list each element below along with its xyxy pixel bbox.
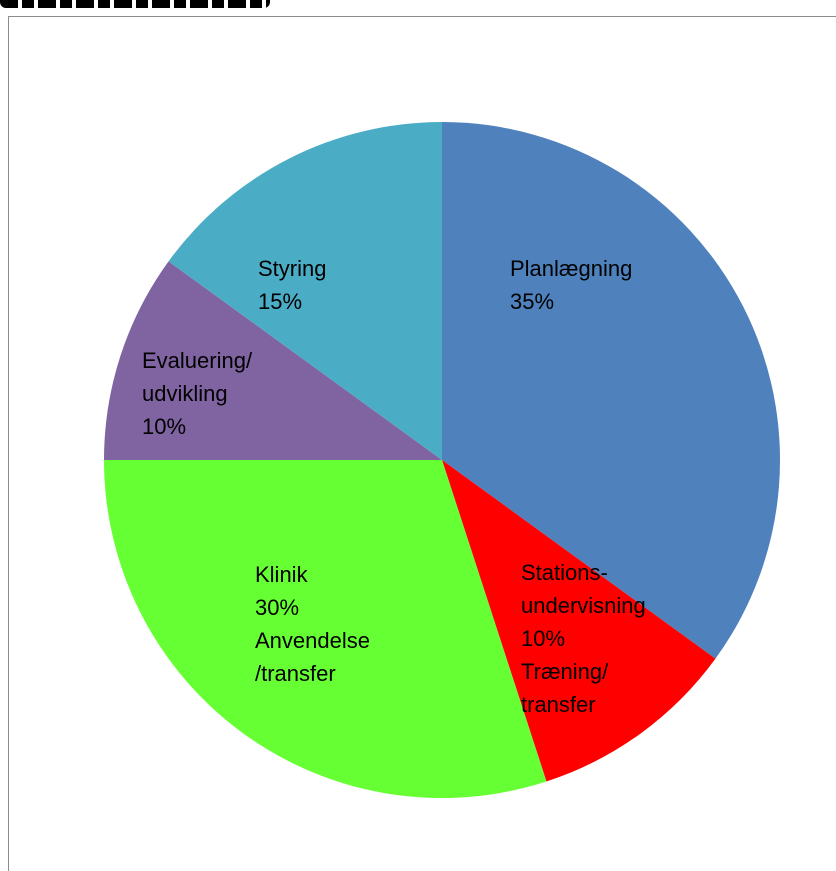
slice-label-line: Planlægning [510, 256, 632, 281]
slice-label-line: 15% [258, 289, 302, 314]
slice-label-line: Evaluering/ [142, 348, 253, 373]
slice-label-line: Anvendelse [255, 628, 370, 653]
page-heading-fragment [0, 0, 836, 16]
slice-label-0: Planlægning 35% [510, 256, 632, 314]
slice-label-line: udvikling [142, 381, 228, 406]
pie-slice-4 [168, 121, 443, 460]
slice-label-line: 10% [521, 626, 565, 651]
slice-label-4: Styring 15% [258, 256, 326, 314]
slice-label-line: Træning/ [521, 659, 609, 684]
slice-label-line: 35% [510, 289, 554, 314]
pie-slice-2 [104, 460, 547, 799]
slice-label-line: Klinik [255, 562, 309, 587]
pie-slices [104, 121, 781, 799]
slice-label-2: Klinik 30% Anvendelse/transfer [255, 562, 370, 686]
pie-slice-1 [442, 460, 716, 782]
pie-slice-0 [442, 122, 781, 659]
slice-label-3: Evaluering/udvikling 10% [142, 348, 253, 439]
pie-labels: Planlægning 35% Stations-undervisning 10% Tr… [142, 256, 646, 717]
pie-slice-3 [104, 261, 442, 460]
slice-label-line: Stations- [521, 560, 608, 585]
slice-label-line: Styring [258, 256, 326, 281]
slice-label-line: undervisning [521, 593, 646, 618]
slice-label-line: 30% [255, 595, 299, 620]
slice-label-line: /transfer [255, 661, 336, 686]
slice-label-line: 10% [142, 414, 186, 439]
slice-label-line: transfer [521, 692, 596, 717]
slice-label-1: Stations-undervisning 10% Træning/transfer [521, 560, 646, 717]
cropped-heading-text [0, 0, 280, 14]
